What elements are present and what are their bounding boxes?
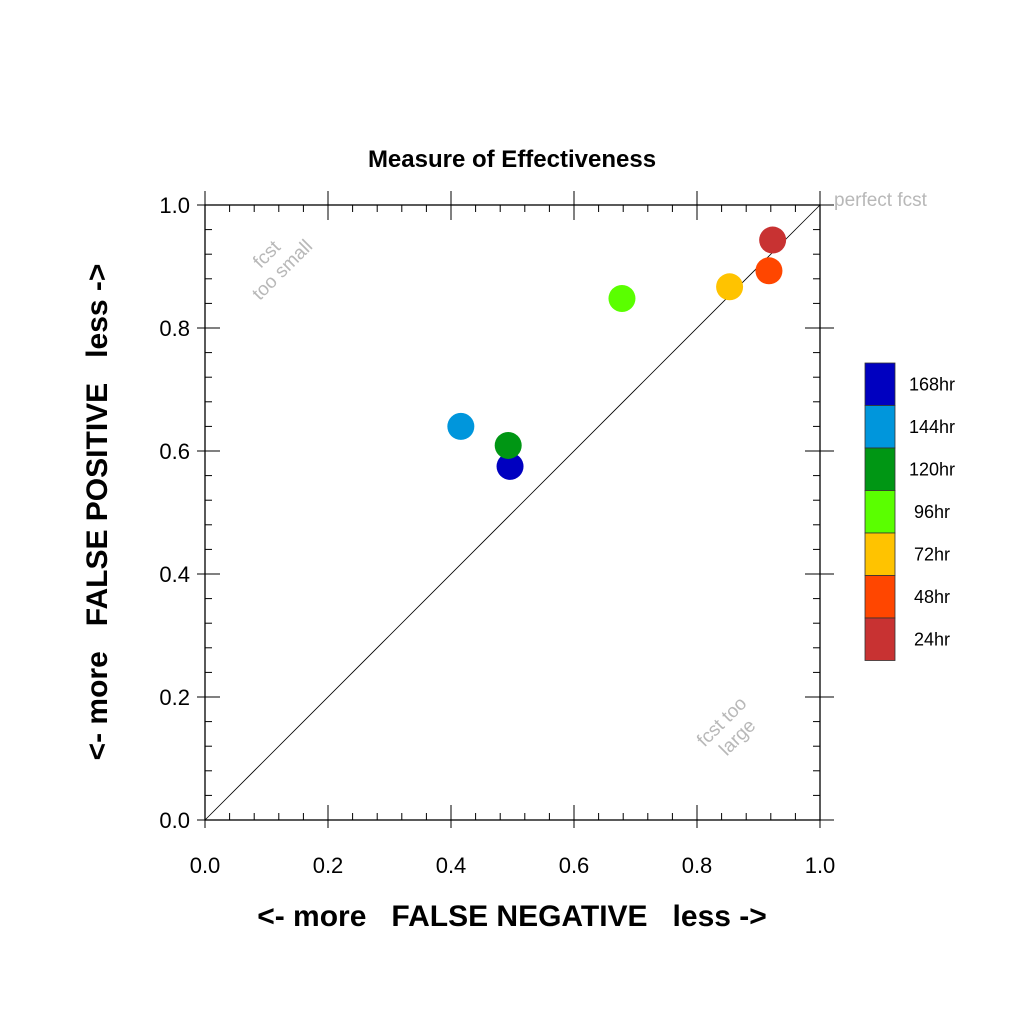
x-tick-label: 0.2 [313,853,344,878]
legend-swatch-168hr [864,362,896,406]
data-point-72hr [716,273,744,301]
legend-swatch-144hr [864,405,896,449]
y-tick-label: 0.4 [159,562,190,587]
legend-swatch-96hr [864,490,896,534]
y-tick-label: 0.6 [159,439,190,464]
legend-swatch-72hr [864,532,896,576]
data-point-96hr [608,284,636,312]
legend-label-120hr: 120hr [909,459,955,479]
data-point-144hr [447,412,475,440]
chart-title: Measure of Effectiveness [368,146,656,173]
legend-label-96hr: 96hr [914,502,950,522]
legend-swatch-120hr [864,447,896,491]
y-axis-label: <- more FALSE POSITIVE less -> [81,264,114,761]
legend-swatch-48hr [864,575,896,619]
data-point-168hr [496,452,524,480]
data-point-120hr [494,431,522,459]
y-tick-label: 0.2 [159,685,190,710]
data-points [447,226,787,480]
legend-label-168hr: 168hr [909,374,955,394]
legend-swatch-24hr [864,617,896,661]
x-tick-label: 1.0 [805,853,836,878]
x-tick-label: 0.0 [190,853,221,878]
legend-label-144hr: 144hr [909,417,955,437]
x-tick-label: 0.6 [559,853,590,878]
legend-label-48hr: 48hr [914,587,950,607]
axes: 0.0 0.2 0.4 0.6 0.8 1.0 0.0 0.2 0.4 0.6 0.8 1.0 [159,191,835,878]
diagonal-line [204,204,821,821]
x-axis-label: <- more FALSE NEGATIVE less -> [257,900,767,933]
x-tick-label: 0.4 [436,853,467,878]
data-point-24hr [759,226,787,254]
annotation-perfect-fcst: perfect fcst [834,190,928,211]
y-tick-label: 0.0 [159,808,190,833]
legend: 168hr 144hr 120hr 96hr 72hr 48hr 24hr [864,362,955,661]
data-point-48hr [755,257,783,285]
x-tick-label: 0.8 [682,853,713,878]
y-tick-label: 1.0 [159,193,190,218]
y-tick-label: 0.8 [159,316,190,341]
legend-label-24hr: 24hr [914,629,950,649]
annotation-text: too small [248,236,317,305]
legend-label-72hr: 72hr [914,544,950,564]
plot-frame [204,204,821,821]
